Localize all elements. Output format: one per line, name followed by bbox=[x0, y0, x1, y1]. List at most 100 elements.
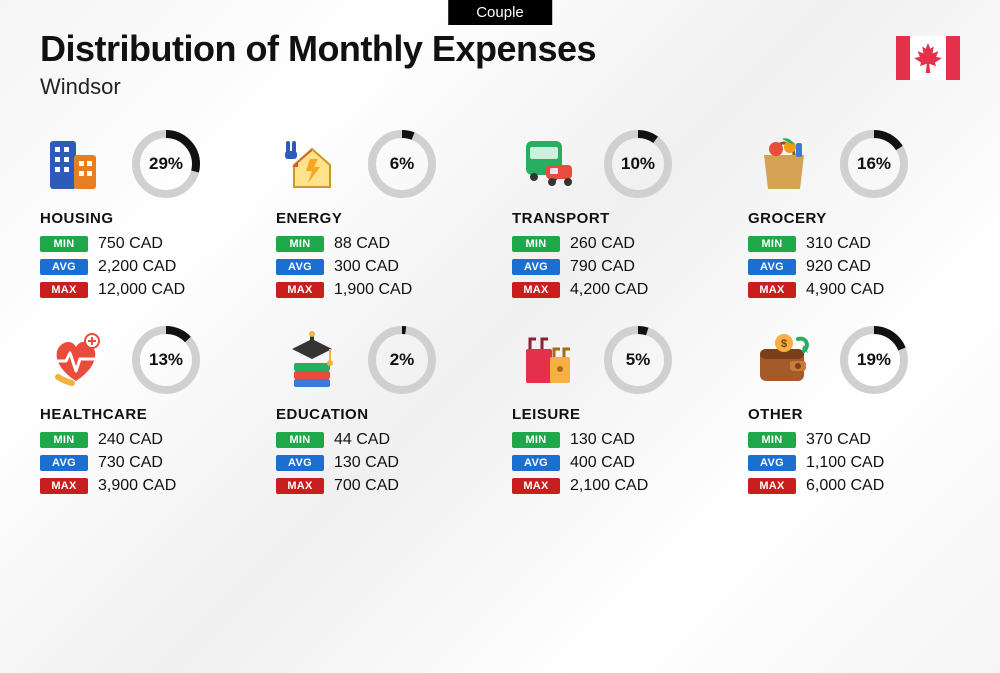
avg-badge: AVG bbox=[40, 455, 88, 471]
grocery-icon bbox=[748, 133, 820, 195]
max-value: 700 CAD bbox=[334, 477, 399, 495]
city-subtitle: Windsor bbox=[40, 74, 596, 100]
category-name: GROCERY bbox=[748, 210, 960, 227]
leisure-icon bbox=[512, 329, 584, 391]
stat-avg-row: AVG 130 CAD bbox=[276, 454, 488, 472]
card-header: $ 19% bbox=[748, 324, 960, 396]
max-badge: MAX bbox=[40, 282, 88, 298]
min-value: 750 CAD bbox=[98, 235, 163, 253]
avg-badge: AVG bbox=[512, 259, 560, 275]
category-name: OTHER bbox=[748, 406, 960, 423]
stat-max-row: MAX 1,900 CAD bbox=[276, 281, 488, 299]
percent-ring: 2% bbox=[366, 324, 438, 396]
percent-ring: 19% bbox=[838, 324, 910, 396]
card-header: 2% bbox=[276, 324, 488, 396]
max-badge: MAX bbox=[276, 478, 324, 494]
avg-badge: AVG bbox=[748, 455, 796, 471]
avg-value: 790 CAD bbox=[570, 258, 635, 276]
max-badge: MAX bbox=[748, 478, 796, 494]
stat-min-row: MIN 750 CAD bbox=[40, 235, 252, 253]
category-name: TRANSPORT bbox=[512, 210, 724, 227]
percent-ring: 6% bbox=[366, 128, 438, 200]
stat-min-row: MIN 260 CAD bbox=[512, 235, 724, 253]
max-badge: MAX bbox=[276, 282, 324, 298]
category-card: 29% HOUSING MIN 750 CAD AVG 2,200 CAD MA… bbox=[40, 128, 252, 304]
stat-avg-row: AVG 1,100 CAD bbox=[748, 454, 960, 472]
max-badge: MAX bbox=[748, 282, 796, 298]
avg-badge: AVG bbox=[276, 455, 324, 471]
card-header: 10% bbox=[512, 128, 724, 200]
min-badge: MIN bbox=[748, 432, 796, 448]
max-value: 12,000 CAD bbox=[98, 281, 185, 299]
percent-ring: 10% bbox=[602, 128, 674, 200]
card-header: 5% bbox=[512, 324, 724, 396]
page-title: Distribution of Monthly Expenses bbox=[40, 28, 596, 70]
category-card: 2% EDUCATION MIN 44 CAD AVG 130 CAD MAX … bbox=[276, 324, 488, 500]
stat-max-row: MAX 700 CAD bbox=[276, 477, 488, 495]
avg-value: 730 CAD bbox=[98, 454, 163, 472]
min-badge: MIN bbox=[40, 236, 88, 252]
avg-value: 130 CAD bbox=[334, 454, 399, 472]
max-value: 3,900 CAD bbox=[98, 477, 176, 495]
min-badge: MIN bbox=[512, 432, 560, 448]
percent-label: 6% bbox=[366, 128, 438, 200]
stat-min-row: MIN 240 CAD bbox=[40, 431, 252, 449]
stat-avg-row: AVG 790 CAD bbox=[512, 258, 724, 276]
card-header: 13% bbox=[40, 324, 252, 396]
percent-label: 5% bbox=[602, 324, 674, 396]
category-card: 13% HEALTHCARE MIN 240 CAD AVG 730 CAD M… bbox=[40, 324, 252, 500]
avg-value: 1,100 CAD bbox=[806, 454, 884, 472]
avg-badge: AVG bbox=[512, 455, 560, 471]
energy-icon bbox=[276, 133, 348, 195]
min-badge: MIN bbox=[276, 236, 324, 252]
buildings-icon bbox=[40, 133, 112, 195]
card-header: 16% bbox=[748, 128, 960, 200]
avg-value: 300 CAD bbox=[334, 258, 399, 276]
percent-ring: 29% bbox=[130, 128, 202, 200]
percent-ring: 16% bbox=[838, 128, 910, 200]
wallet-icon: $ bbox=[748, 329, 820, 391]
avg-value: 400 CAD bbox=[570, 454, 635, 472]
min-value: 310 CAD bbox=[806, 235, 871, 253]
max-value: 6,000 CAD bbox=[806, 477, 884, 495]
category-card: $ 19% OTHER MIN 370 CAD AVG 1,100 CAD MA… bbox=[748, 324, 960, 500]
percent-label: 16% bbox=[838, 128, 910, 200]
stat-avg-row: AVG 2,200 CAD bbox=[40, 258, 252, 276]
maple-leaf-icon bbox=[914, 43, 942, 73]
flag-center bbox=[910, 36, 946, 80]
percent-ring: 13% bbox=[130, 324, 202, 396]
max-value: 2,100 CAD bbox=[570, 477, 648, 495]
min-value: 240 CAD bbox=[98, 431, 163, 449]
stat-max-row: MAX 12,000 CAD bbox=[40, 281, 252, 299]
education-icon bbox=[276, 329, 348, 391]
card-header: 6% bbox=[276, 128, 488, 200]
percent-label: 13% bbox=[130, 324, 202, 396]
stat-avg-row: AVG 400 CAD bbox=[512, 454, 724, 472]
svg-text:$: $ bbox=[781, 338, 787, 350]
flag-bar-left bbox=[896, 36, 910, 80]
min-value: 88 CAD bbox=[334, 235, 390, 253]
max-value: 4,900 CAD bbox=[806, 281, 884, 299]
stat-max-row: MAX 3,900 CAD bbox=[40, 477, 252, 495]
max-value: 4,200 CAD bbox=[570, 281, 648, 299]
min-value: 130 CAD bbox=[570, 431, 635, 449]
household-badge: Couple bbox=[448, 0, 552, 25]
stat-min-row: MIN 310 CAD bbox=[748, 235, 960, 253]
stat-max-row: MAX 4,900 CAD bbox=[748, 281, 960, 299]
category-card: 10% TRANSPORT MIN 260 CAD AVG 790 CAD MA… bbox=[512, 128, 724, 304]
avg-badge: AVG bbox=[40, 259, 88, 275]
category-name: LEISURE bbox=[512, 406, 724, 423]
avg-badge: AVG bbox=[276, 259, 324, 275]
stat-avg-row: AVG 300 CAD bbox=[276, 258, 488, 276]
stat-min-row: MIN 44 CAD bbox=[276, 431, 488, 449]
stat-avg-row: AVG 730 CAD bbox=[40, 454, 252, 472]
max-value: 1,900 CAD bbox=[334, 281, 412, 299]
category-card: 6% ENERGY MIN 88 CAD AVG 300 CAD MAX 1,9… bbox=[276, 128, 488, 304]
transport-icon bbox=[512, 133, 584, 195]
category-name: ENERGY bbox=[276, 210, 488, 227]
min-badge: MIN bbox=[748, 236, 796, 252]
card-header: 29% bbox=[40, 128, 252, 200]
title-block: Distribution of Monthly Expenses Windsor bbox=[40, 28, 596, 100]
max-badge: MAX bbox=[40, 478, 88, 494]
max-badge: MAX bbox=[512, 282, 560, 298]
